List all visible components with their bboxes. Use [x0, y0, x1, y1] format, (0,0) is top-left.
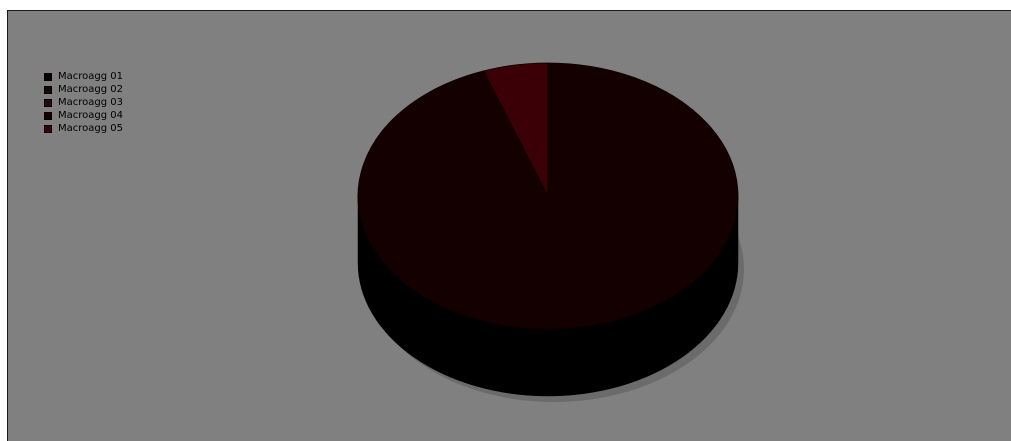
pie-group	[357, 62, 744, 402]
legend-label: Macroagg 05	[58, 123, 123, 134]
chart-area: Macroagg 01 Macroagg 02 Macroagg 03 Macr…	[7, 10, 1011, 441]
legend-item[interactable]: Macroagg 03	[44, 96, 123, 109]
legend-label: Macroagg 03	[58, 97, 123, 108]
legend-swatch	[44, 111, 52, 120]
legend-item[interactable]: Macroagg 05	[44, 122, 123, 135]
pie-slice	[483, 62, 549, 197]
legend-swatch	[44, 72, 52, 81]
legend-item[interactable]: Macroagg 02	[44, 83, 123, 96]
pie-chart	[357, 62, 744, 402]
legend-swatch	[44, 98, 52, 107]
legend: Macroagg 01 Macroagg 02 Macroagg 03 Macr…	[44, 70, 123, 135]
legend-swatch	[44, 85, 52, 94]
legend-label: Macroagg 04	[58, 110, 123, 121]
legend-swatch	[44, 124, 52, 133]
legend-item[interactable]: Macroagg 01	[44, 70, 123, 83]
legend-label: Macroagg 01	[58, 71, 123, 82]
legend-item[interactable]: Macroagg 04	[44, 109, 123, 122]
legend-label: Macroagg 02	[58, 84, 123, 95]
